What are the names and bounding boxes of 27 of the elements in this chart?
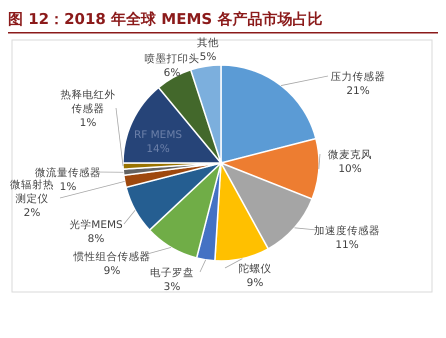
slice-label: 喷墨打印头 [144, 52, 200, 65]
slice-label: RF MEMS [134, 129, 182, 141]
data-label: 1% [80, 117, 96, 129]
data-label: 9% [104, 265, 120, 277]
slice-label: 其他 [197, 36, 219, 49]
data-label: 3% [164, 281, 180, 293]
data-label: 11% [335, 239, 359, 251]
data-label: 6% [164, 67, 180, 79]
slice-label: 电子罗盘 [150, 266, 194, 279]
data-label: 21% [346, 85, 370, 97]
slice-label: 陀螺仪 [238, 262, 272, 275]
slice-label: 压力传感器 [330, 70, 386, 83]
slice-label: 微流量传感器 [35, 166, 101, 179]
slice-label: 微辐射热测定仪 [10, 178, 54, 205]
slice-label: 微麦克风 [328, 148, 372, 161]
data-label: 1% [60, 181, 76, 193]
slice-label: 加速度传感器 [314, 224, 380, 237]
data-label: 2% [24, 207, 40, 219]
slice-label: 光学MEMS [69, 218, 124, 231]
data-label: 14% [146, 143, 170, 155]
slice-label: 惯性组合传感器 [72, 250, 150, 263]
slice-label: 热释电红外传感器 [60, 88, 116, 115]
data-label: 8% [88, 233, 104, 245]
chart-title: 图 12：2018 年全球 MEMS 各产品市场占比 [8, 10, 322, 28]
data-label: 5% [200, 51, 216, 63]
data-label: 10% [338, 163, 362, 175]
data-label: 9% [246, 277, 264, 289]
